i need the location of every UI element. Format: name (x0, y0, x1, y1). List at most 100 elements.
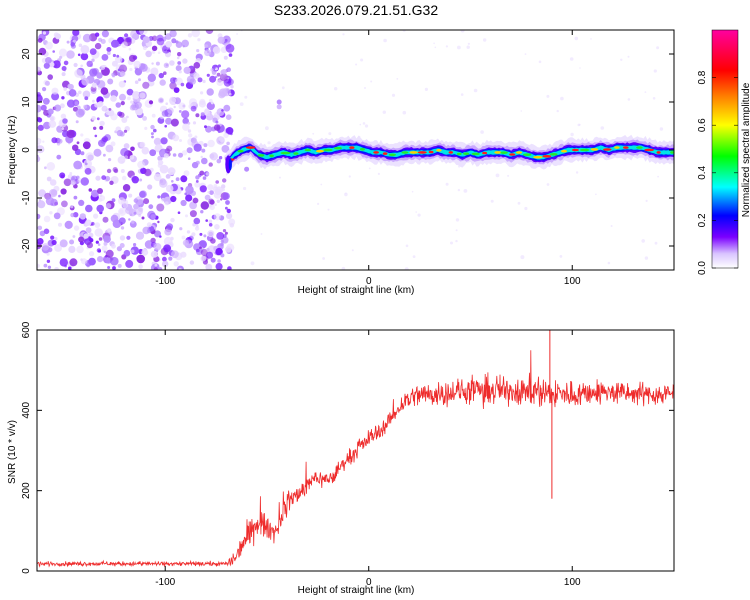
noise-cell (165, 117, 173, 125)
noise-speck (575, 171, 579, 174)
noise-speck (659, 127, 664, 131)
noise-cell (47, 108, 54, 115)
noise-cell (154, 263, 158, 267)
noise-cell (225, 206, 228, 210)
noise-cell (191, 30, 200, 38)
noise-cell (69, 239, 75, 245)
noise-cell (124, 33, 129, 38)
noise-cell (160, 137, 168, 145)
noise-cell (172, 134, 180, 142)
noise-cell (182, 239, 189, 246)
noise-cell (58, 194, 61, 198)
noise-cell (166, 223, 174, 231)
noise-cell (37, 145, 45, 154)
noise-cell (210, 238, 216, 244)
noise-cell (46, 252, 50, 256)
noise-cell (95, 175, 101, 181)
noise-cell (212, 46, 221, 54)
noise-cell (142, 81, 150, 89)
colorbar-tick-label: 0.6 (697, 118, 708, 132)
noise-cell (116, 54, 120, 58)
noise-cell (141, 146, 150, 155)
noise-speck (377, 172, 380, 175)
noise-speck (524, 206, 528, 211)
noise-cell (70, 42, 75, 47)
noise-cell (133, 211, 137, 215)
noise-cell (131, 176, 139, 184)
noise-cell (198, 100, 206, 108)
noise-cell (68, 266, 72, 270)
noise-cell (45, 57, 52, 64)
noise-speck (524, 53, 527, 55)
ridge-hotspot (656, 151, 661, 154)
snr-ytick-label: 0 (21, 568, 32, 574)
noise-cell (42, 97, 50, 105)
noise-speck (359, 123, 362, 126)
noise-cell (103, 235, 111, 243)
noise-cell (47, 74, 53, 80)
noise-cell (94, 222, 101, 228)
noise-cell (64, 220, 73, 229)
noise-cell (108, 158, 112, 162)
noise-cell (96, 204, 104, 213)
noise-cell (83, 159, 92, 168)
noise-cell (48, 120, 57, 128)
noise-cell (76, 141, 80, 145)
noise-cell (222, 178, 227, 183)
noise-cell (150, 124, 155, 130)
noise-cell (184, 192, 188, 196)
noise-cell (206, 73, 210, 77)
ridge-hotspot (509, 153, 516, 156)
noise-cell (208, 98, 213, 103)
noise-cell (94, 102, 100, 108)
noise-cell (216, 79, 224, 86)
noise-cell (147, 184, 153, 190)
noise-cell (194, 135, 198, 139)
noise-cell (116, 129, 124, 137)
noise-cell (82, 33, 92, 43)
noise-cell (208, 219, 213, 224)
noise-speck (244, 95, 248, 99)
snr-xtick-label: -100 (155, 577, 175, 588)
noise-cell (76, 245, 84, 254)
noise-cell (195, 160, 200, 165)
noise-cell (117, 197, 126, 205)
noise-cell (117, 263, 122, 268)
spectrogram-xtick-label: 100 (564, 276, 581, 287)
noise-speck (236, 33, 239, 35)
noise-cell (162, 256, 167, 262)
noise-cell (61, 127, 64, 130)
noise-cell (80, 177, 90, 186)
noise-cell (156, 37, 165, 46)
noise-speck (644, 91, 647, 93)
noise-cell (209, 190, 214, 196)
noise-cell (217, 259, 221, 263)
noise-cell (158, 97, 164, 104)
noise-speck (312, 132, 315, 135)
noise-cell (180, 199, 187, 207)
spectrogram-ytick-label: -20 (21, 238, 32, 253)
noise-cell (148, 100, 154, 105)
spectrogram-marks (37, 30, 674, 270)
noise-cell (109, 180, 114, 185)
noise-cell (107, 266, 111, 269)
noise-cell (43, 215, 51, 223)
noise-cell (77, 53, 81, 57)
noise-cell (190, 105, 197, 112)
noise-cell (133, 198, 139, 203)
noise-cell (206, 247, 210, 252)
noise-cell (72, 235, 76, 238)
ridge-hotspot (561, 149, 567, 153)
noise-speck (404, 267, 409, 270)
noise-cell (142, 36, 150, 44)
noise-speck (560, 96, 564, 101)
ridge-hotspot (515, 151, 523, 154)
noise-speck (383, 38, 387, 43)
ridge-hotspot (448, 151, 453, 154)
noise-cell (215, 188, 222, 196)
noise-speck (433, 42, 435, 45)
noise-cell (177, 52, 182, 57)
noise-cell (82, 141, 91, 150)
noise-cell (137, 160, 146, 169)
noise-cell (188, 98, 198, 107)
